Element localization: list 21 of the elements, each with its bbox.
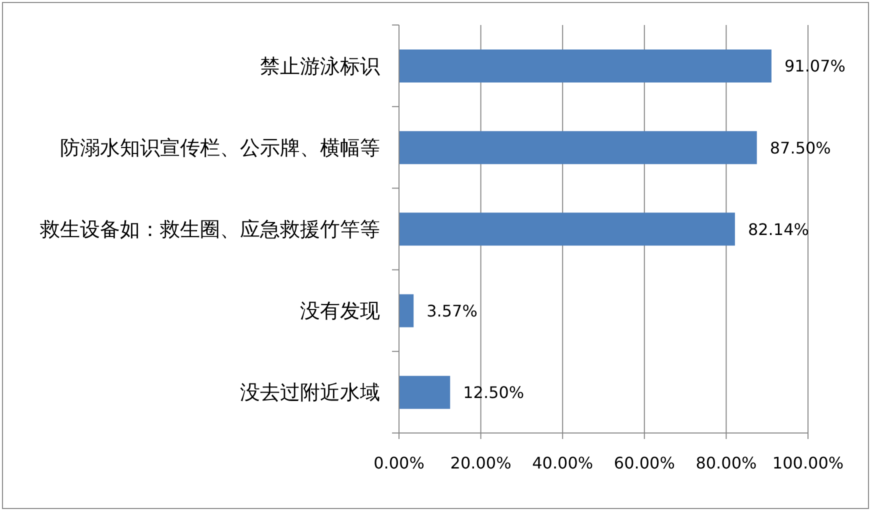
- y-tick-label: 没有发现: [300, 298, 380, 323]
- data-label: 3.57%: [426, 301, 478, 320]
- y-tick-label: 防溺水知识宣传栏、公示牌、横幅等: [60, 135, 380, 160]
- y-tick-label: 没去过附近水域: [240, 380, 380, 404]
- x-tick-label: 80.00%: [696, 453, 757, 472]
- x-tick-label: 100.00%: [772, 453, 844, 472]
- data-label: 91.07%: [784, 56, 846, 76]
- bar: [399, 376, 450, 409]
- y-tick-label: 救生设备如：救生圈、应急救援竹竿等: [39, 217, 380, 241]
- x-tick-label: 60.00%: [614, 453, 675, 472]
- bar: [399, 131, 757, 164]
- y-tick-label: 禁止游泳标识: [260, 54, 380, 78]
- data-label: 82.14%: [748, 220, 809, 239]
- data-label: 12.50%: [463, 383, 524, 402]
- x-tick-label: 0.00%: [374, 453, 424, 472]
- x-tick-label: 20.00%: [450, 453, 512, 472]
- x-tick-label: 40.00%: [532, 453, 594, 472]
- bar: [399, 294, 414, 328]
- data-label: 87.50%: [770, 138, 831, 158]
- bar: [399, 212, 735, 246]
- bar: [399, 49, 772, 82]
